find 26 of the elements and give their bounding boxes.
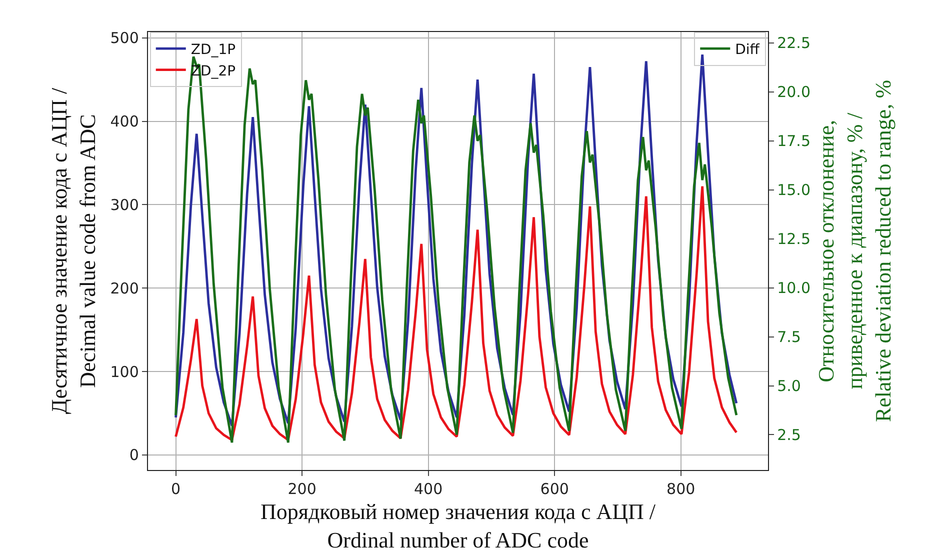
y2-tick-label: 10.0 [777, 279, 811, 298]
y2-tick-label: 20.0 [777, 83, 811, 102]
y-tick-label: 200 [110, 279, 139, 298]
y-tick-label: 500 [110, 29, 139, 48]
y-tick-label: 0 [129, 446, 139, 464]
y2-tick-label: 7.5 [777, 328, 801, 346]
y2-tick-label: 17.5 [777, 132, 811, 150]
x-tick-label: 800 [666, 480, 696, 498]
y-tick-label: 400 [110, 112, 139, 131]
x-tick-label: 0 [171, 480, 181, 498]
y-tick-label: 300 [110, 196, 139, 214]
y2-tick-label: 15.0 [777, 181, 811, 200]
legend-label: Diff [735, 42, 760, 58]
line-series [174, 185, 738, 442]
y2-tick-label: 22.5 [777, 34, 811, 52]
y2-tick-label: 5.0 [777, 377, 801, 396]
y2-axis-title: Относительное отклонение, приведенное к диапазону, % / Relative deviation reduced to range, % [813, 80, 896, 422]
x-axis-title: Порядковый номер значения кода с АЦП / Ordinal number of ADC code [260, 499, 656, 553]
y-axis-title: Десятичное значение кода с АЦП / Decimal value code from ADC [46, 87, 100, 414]
x-tick-label: 600 [540, 480, 569, 498]
y-tick-label: 100 [110, 362, 139, 381]
legend-label: ZD_1P [190, 42, 236, 58]
x-tick-label: 400 [414, 480, 443, 498]
x-tick-label: 200 [288, 480, 316, 498]
y2-tick-label: 2.5 [777, 426, 801, 444]
y2-tick-label: 12.5 [777, 230, 811, 248]
